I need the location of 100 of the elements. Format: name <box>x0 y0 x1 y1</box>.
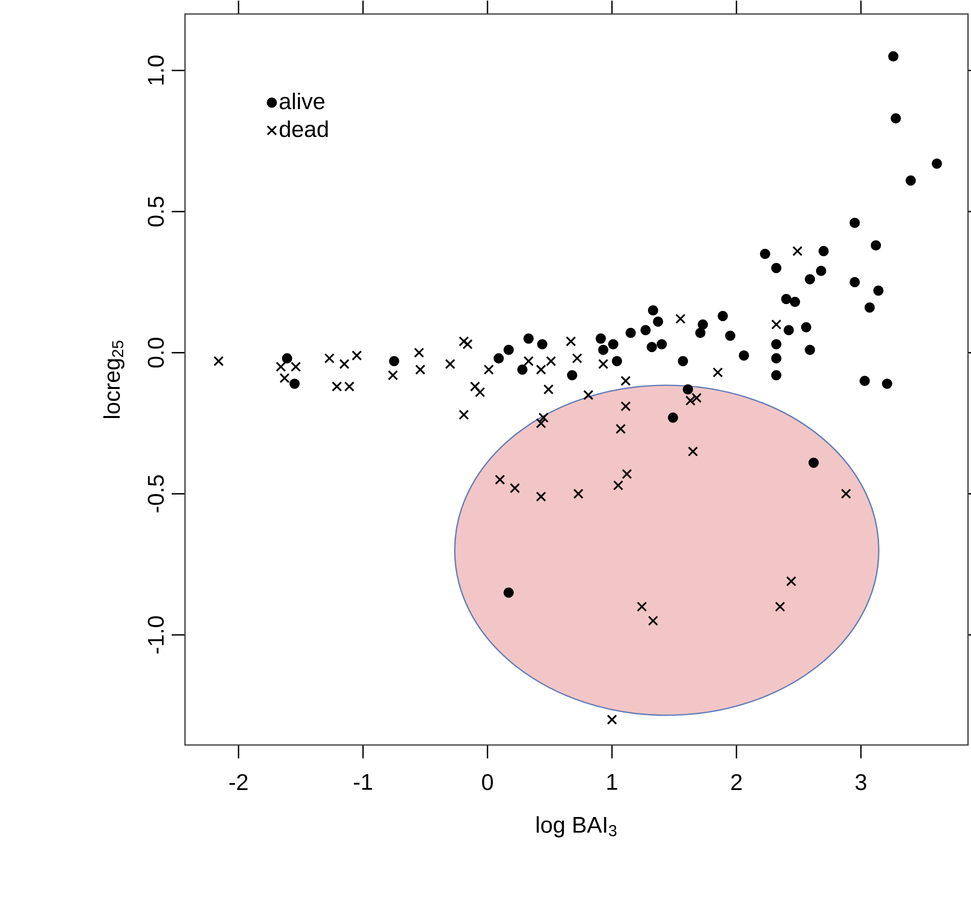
point <box>873 285 884 296</box>
point <box>608 339 618 350</box>
point <box>470 381 480 392</box>
point <box>818 246 829 256</box>
point <box>850 218 860 228</box>
point <box>678 356 688 366</box>
point <box>725 330 736 341</box>
point <box>870 240 882 251</box>
x-tick-label: -2 <box>229 774 248 790</box>
point <box>494 474 506 485</box>
point <box>546 356 556 366</box>
point <box>290 362 301 372</box>
point <box>771 353 782 364</box>
point <box>523 356 534 366</box>
legend-label: dead <box>280 120 328 138</box>
point <box>445 358 456 370</box>
point <box>620 376 631 386</box>
point <box>279 372 290 384</box>
point <box>656 339 667 350</box>
point <box>474 387 486 398</box>
point <box>344 381 354 392</box>
point <box>771 370 782 380</box>
point <box>906 175 916 186</box>
point <box>566 336 576 346</box>
point <box>458 336 469 346</box>
point <box>786 576 796 586</box>
point <box>771 339 782 350</box>
point <box>850 276 860 288</box>
point <box>640 324 651 336</box>
point <box>808 458 819 468</box>
point <box>790 296 800 308</box>
point <box>698 319 708 330</box>
point <box>636 602 647 612</box>
point <box>864 302 875 313</box>
point <box>484 364 494 375</box>
point <box>648 305 658 316</box>
point <box>572 353 582 364</box>
point <box>289 378 300 389</box>
point <box>612 356 622 366</box>
point <box>536 492 546 502</box>
point <box>648 616 658 626</box>
point <box>804 274 816 284</box>
point <box>389 356 400 366</box>
point <box>626 328 636 338</box>
x-tick-label: 0 <box>482 774 493 790</box>
point <box>616 424 626 434</box>
point <box>598 358 608 370</box>
point <box>538 412 549 423</box>
point <box>932 158 942 169</box>
point <box>781 294 792 304</box>
point <box>536 364 546 375</box>
point <box>598 344 608 355</box>
point <box>622 468 632 480</box>
y-tick-label: -1.0 <box>148 616 164 654</box>
point <box>324 353 335 364</box>
point <box>840 488 852 499</box>
point <box>504 587 514 598</box>
point <box>738 350 750 361</box>
point <box>804 344 816 355</box>
point <box>583 390 594 400</box>
point <box>695 328 706 338</box>
point <box>543 384 554 394</box>
point <box>792 246 803 256</box>
y-tick-label: 0.5 <box>148 196 164 226</box>
point <box>596 333 606 344</box>
point <box>462 339 473 350</box>
point <box>573 488 584 499</box>
x-tick-label: 1 <box>607 774 618 790</box>
point <box>537 339 548 350</box>
point <box>214 356 224 366</box>
point <box>718 310 728 322</box>
point <box>339 358 350 370</box>
point <box>760 248 770 260</box>
point <box>414 348 424 358</box>
point <box>415 364 426 375</box>
x-tick-label: 2 <box>731 774 742 790</box>
y-tick-label: -0.5 <box>148 475 164 512</box>
point <box>784 324 794 336</box>
point <box>882 378 892 389</box>
point <box>712 367 723 378</box>
point <box>774 602 786 612</box>
x-tick-label: 3 <box>856 774 866 790</box>
x-axis-title: log BAI$_{3}$ <box>536 816 616 838</box>
point <box>517 364 528 375</box>
point <box>888 51 898 62</box>
point <box>510 483 520 494</box>
point <box>860 376 870 386</box>
point <box>816 266 826 276</box>
point <box>276 362 286 372</box>
point <box>494 353 504 364</box>
point <box>890 113 901 124</box>
point <box>352 350 362 361</box>
y-tick-label: 0.0 <box>148 338 164 368</box>
point <box>668 412 678 423</box>
point <box>388 370 398 380</box>
point <box>688 446 698 457</box>
legend-label: alive <box>280 92 324 110</box>
point <box>771 262 782 274</box>
point <box>675 314 686 324</box>
x-tick-label: -1 <box>354 774 372 790</box>
